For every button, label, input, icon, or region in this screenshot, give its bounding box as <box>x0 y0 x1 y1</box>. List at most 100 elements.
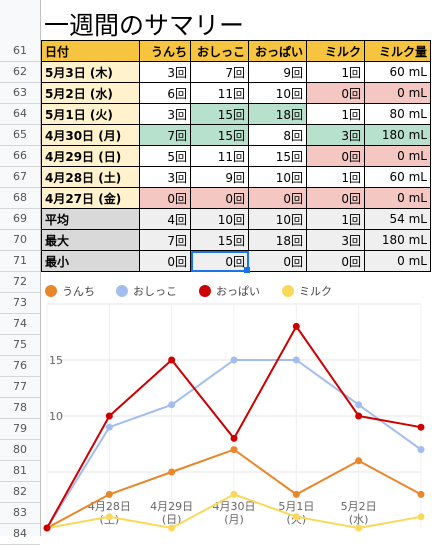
data-cell[interactable]: 3回 <box>139 103 191 125</box>
data-cell[interactable]: 0 mL <box>364 187 431 209</box>
data-cell[interactable]: 60 mL <box>364 166 431 188</box>
row-number[interactable]: 78 <box>13 401 27 414</box>
data-cell[interactable]: 0回 <box>139 187 191 209</box>
data-cell[interactable]: 6回 <box>139 82 191 104</box>
data-cell[interactable]: 10回 <box>248 82 307 104</box>
date-cell[interactable]: 5月2日 (水) <box>41 82 140 104</box>
data-cell[interactable]: 7回 <box>139 124 191 146</box>
date-cell[interactable]: 5月1日 (火) <box>41 103 140 125</box>
data-cell[interactable]: 0回 <box>248 187 307 209</box>
data-cell[interactable]: 5回 <box>139 145 191 167</box>
legend-label: おしっこ <box>133 285 177 298</box>
date-cell[interactable]: 5月3日 (木) <box>41 61 140 83</box>
data-cell[interactable]: 0 mL <box>364 145 431 167</box>
data-point <box>168 524 176 532</box>
data-cell[interactable]: 80 mL <box>364 103 431 125</box>
row-number[interactable]: 76 <box>13 359 27 372</box>
row-number[interactable]: 68 <box>13 191 27 204</box>
data-cell[interactable]: 0 mL <box>364 82 431 104</box>
data-cell[interactable]: 3回 <box>306 124 365 146</box>
data-cell[interactable]: 18回 <box>248 103 307 125</box>
row-number[interactable]: 75 <box>13 338 27 351</box>
data-cell[interactable]: 0回 <box>306 250 365 272</box>
header-pee[interactable]: おしっこ <box>190 40 249 62</box>
data-cell[interactable]: 10回 <box>248 166 307 188</box>
data-cell[interactable]: 1回 <box>306 208 365 230</box>
data-cell[interactable]: 7回 <box>139 229 191 251</box>
data-cell[interactable]: 15回 <box>190 124 249 146</box>
data-cell[interactable]: 15回 <box>190 229 249 251</box>
data-cell[interactable]: 0回 <box>306 145 365 167</box>
row-number[interactable]: 64 <box>13 107 27 120</box>
data-cell[interactable]: 11回 <box>190 82 249 104</box>
row-number[interactable]: 73 <box>13 296 27 309</box>
data-cell[interactable]: 9回 <box>190 166 249 188</box>
data-cell[interactable]: 10回 <box>190 208 249 230</box>
row-number[interactable]: 67 <box>13 170 27 183</box>
data-cell[interactable]: 54 mL <box>364 208 431 230</box>
header-milk-amount[interactable]: ミルク量 <box>364 40 431 62</box>
row-number[interactable]: 71 <box>13 254 27 267</box>
row-number[interactable]: 74 <box>13 317 27 330</box>
data-cell[interactable]: 15回 <box>190 103 249 125</box>
selection-fill-handle[interactable] <box>244 267 250 273</box>
data-cell[interactable]: 0回 <box>139 250 191 272</box>
data-cell[interactable]: 3回 <box>306 229 365 251</box>
header-date[interactable]: 日付 <box>41 40 140 62</box>
date-cell[interactable]: 4月28日 (土) <box>41 166 140 188</box>
data-cell[interactable]: 0回 <box>248 250 307 272</box>
data-cell[interactable]: 9回 <box>248 61 307 83</box>
data-cell[interactable]: 0回 <box>306 82 365 104</box>
date-cell[interactable]: 4月30日 (月) <box>41 124 140 146</box>
data-cell[interactable]: 0回 <box>306 187 365 209</box>
data-cell[interactable]: 0 mL <box>364 250 431 272</box>
row-number[interactable]: 79 <box>13 422 27 435</box>
row-number[interactable]: 61 <box>13 44 27 57</box>
data-cell[interactable]: 180 mL <box>364 229 431 251</box>
legend-marker <box>199 285 211 297</box>
data-cell[interactable]: 3回 <box>139 61 191 83</box>
data-cell[interactable]: 60 mL <box>364 61 431 83</box>
row-number[interactable]: 81 <box>13 464 27 477</box>
header-poop[interactable]: うんち <box>139 40 191 62</box>
row-number[interactable]: 69 <box>13 212 27 225</box>
row-number[interactable]: 62 <box>13 65 27 78</box>
row-number[interactable]: 63 <box>13 86 27 99</box>
data-cell[interactable]: 4回 <box>139 208 191 230</box>
date-cell[interactable]: 4月29日 (日) <box>41 145 140 167</box>
data-cell[interactable]: 0回 <box>190 187 249 209</box>
header-milk[interactable]: ミルク <box>306 40 365 62</box>
row-number[interactable]: 70 <box>13 233 27 246</box>
summary-label[interactable]: 平均 <box>41 208 140 230</box>
data-cell[interactable]: 1回 <box>306 61 365 83</box>
data-cell[interactable]: 1回 <box>306 166 365 188</box>
table-row: 4月28日 (土) 3回 9回 10回 1回 60 mL <box>41 166 431 188</box>
row-number[interactable]: 83 <box>13 506 27 519</box>
data-cell[interactable]: 15回 <box>248 145 307 167</box>
data-cell[interactable]: 7回 <box>190 61 249 83</box>
table-row: 5月3日 (木) 3回 7回 9回 1回 60 mL <box>41 61 431 83</box>
date-cell[interactable]: 4月27日 (金) <box>41 187 140 209</box>
summary-label[interactable]: 最小 <box>41 250 140 272</box>
data-cell[interactable]: 10回 <box>248 208 307 230</box>
row-number[interactable]: 82 <box>13 485 27 498</box>
selected-cell[interactable]: 0回 <box>190 250 249 272</box>
data-cell[interactable]: 180 mL <box>364 124 431 146</box>
data-cell[interactable]: 8回 <box>248 124 307 146</box>
row-number[interactable]: 72 <box>13 275 27 288</box>
data-cell[interactable]: 3回 <box>139 166 191 188</box>
data-cell[interactable]: 18回 <box>248 229 307 251</box>
data-cell[interactable]: 11回 <box>190 145 249 167</box>
data-point <box>105 423 113 431</box>
data-cell[interactable]: 1回 <box>306 103 365 125</box>
table-row: 4月30日 (月) 7回 15回 8回 3回 180 mL <box>41 124 431 146</box>
legend-marker <box>282 285 294 297</box>
summary-label[interactable]: 最大 <box>41 229 140 251</box>
row-number[interactable]: 66 <box>13 149 27 162</box>
row-number[interactable]: 84 <box>13 527 27 540</box>
row-number[interactable]: 65 <box>13 128 27 141</box>
row-number[interactable]: 77 <box>13 380 27 393</box>
line-chart[interactable]: 10154月28日(土)4月29日(日)4月30日(月)5月1日(火)5月2日(… <box>41 282 430 536</box>
row-number[interactable]: 80 <box>13 443 27 456</box>
header-breastfeed[interactable]: おっぱい <box>248 40 307 62</box>
